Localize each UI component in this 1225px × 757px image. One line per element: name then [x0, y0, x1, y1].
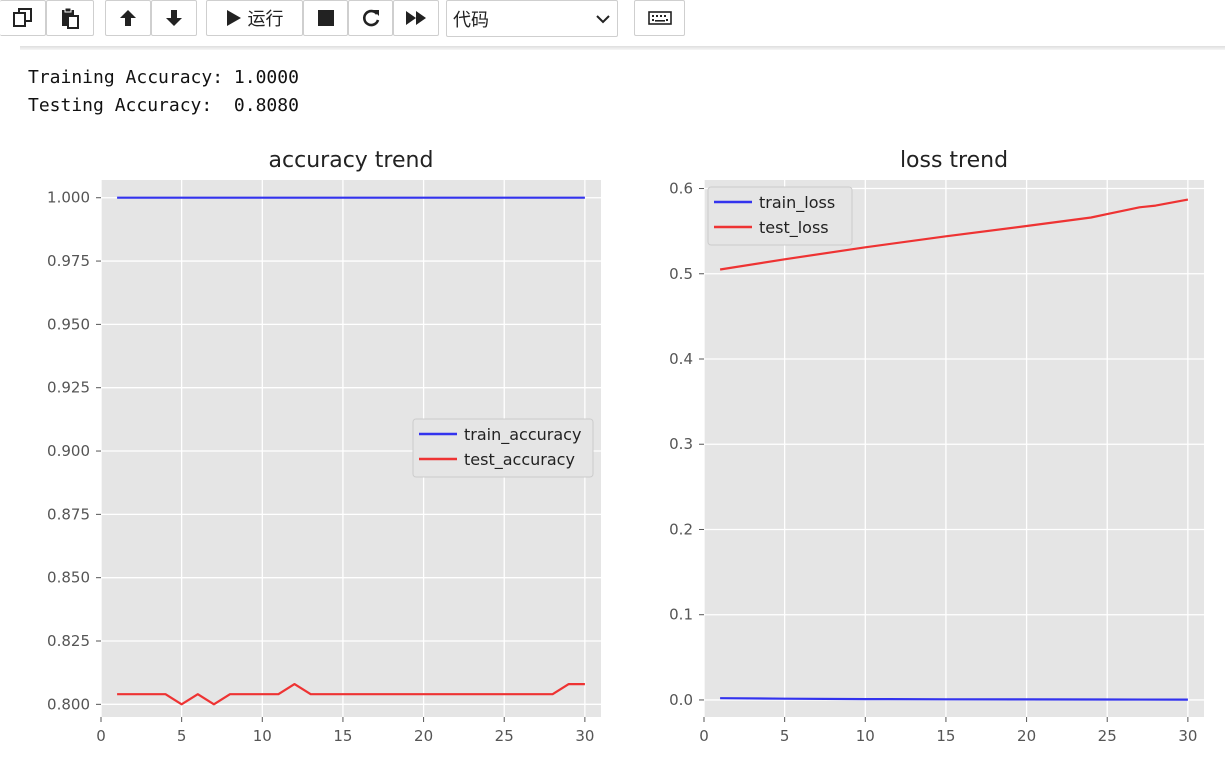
keyboard-icon — [647, 11, 672, 25]
toolbar-divider — [20, 46, 1225, 50]
y-tick-label: 0.5 — [669, 265, 693, 283]
y-tick-label: 0.2 — [669, 520, 693, 538]
restart-button[interactable] — [348, 0, 393, 36]
legend-label: test_accuracy — [464, 450, 575, 470]
restart-run-all-button[interactable] — [393, 0, 439, 36]
paste-icon — [62, 7, 79, 29]
arrow-down-icon — [166, 10, 182, 26]
x-tick-label: 15 — [936, 727, 955, 745]
notebook-toolbar: 运行 代码 — [0, 0, 1225, 48]
x-tick-label: 25 — [1098, 727, 1117, 745]
cell-type-value: 代码 — [453, 9, 489, 31]
plot-area — [704, 180, 1204, 717]
chevron-down-icon — [596, 15, 610, 24]
y-tick-label: 0.1 — [669, 606, 693, 624]
x-tick-label: 0 — [96, 727, 106, 745]
play-icon — [226, 10, 241, 26]
move-down-button[interactable] — [151, 0, 197, 36]
y-tick-label: 0.6 — [669, 180, 693, 198]
interrupt-button[interactable] — [303, 0, 348, 36]
copy-cells-button[interactable] — [0, 0, 46, 36]
chart-title: loss trend — [900, 148, 1008, 173]
copy-icon — [12, 8, 32, 27]
y-tick-label: 0.3 — [669, 435, 693, 453]
testing-accuracy-line: Testing Accuracy: 0.8080 — [28, 95, 299, 116]
legend-label: train_accuracy — [464, 425, 581, 445]
legend-label: test_loss — [759, 218, 829, 238]
x-tick-label: 0 — [699, 727, 709, 745]
x-tick-label: 20 — [414, 727, 433, 745]
y-tick-label: 0.0 — [669, 691, 693, 709]
move-up-button[interactable] — [105, 0, 151, 36]
chart-title: accuracy trend — [269, 148, 434, 173]
run-button[interactable]: 运行 — [206, 0, 303, 36]
x-tick-label: 10 — [856, 727, 875, 745]
y-tick-label: 0.800 — [47, 695, 90, 713]
y-tick-label: 0.975 — [47, 252, 90, 270]
training-accuracy-line: Training Accuracy: 1.0000 — [28, 67, 299, 88]
x-tick-label: 20 — [1017, 727, 1036, 745]
x-tick-label: 25 — [495, 727, 514, 745]
x-tick-label: 30 — [1178, 727, 1197, 745]
command-palette-button[interactable] — [634, 0, 685, 36]
series-line-train-loss — [720, 697, 1188, 701]
x-tick-label: 10 — [253, 727, 272, 745]
accuracy-trend-chart: 0 5 10 15 20 25 30 0.800 0.825 0.850 0.875 0.900 0.9… — [47, 148, 601, 745]
series-line-test-accuracy — [117, 682, 585, 706]
series-line-test-loss — [719, 198, 1189, 271]
refresh-icon — [362, 9, 379, 27]
y-tick-label: 0.925 — [47, 379, 90, 397]
fast-forward-icon — [406, 11, 426, 25]
legend — [412, 418, 594, 478]
arrow-up-icon — [120, 10, 136, 26]
stop-icon — [317, 10, 334, 26]
cell-type-select[interactable]: 代码 — [446, 0, 618, 37]
y-tick-label: 0.825 — [47, 632, 90, 650]
legend-label: train_loss — [759, 193, 835, 213]
loss-trend-chart: 0 5 10 15 20 25 30 0.0 0.1 0.2 0.3 0.4 0.5 0.6 loss tr… — [669, 148, 1204, 745]
x-tick-label: 5 — [177, 727, 187, 745]
run-label: 运行 — [247, 9, 284, 30]
y-tick-label: 0.4 — [669, 350, 693, 368]
y-tick-label: 0.950 — [47, 315, 90, 333]
x-tick-label: 30 — [575, 727, 594, 745]
y-tick-label: 1.000 — [47, 189, 90, 207]
y-tick-label: 0.900 — [47, 442, 90, 460]
cell-output: Training Accuracy: 1.0000 Testing Accurac… — [28, 64, 299, 120]
y-tick-label: 0.850 — [47, 569, 90, 587]
x-tick-label: 15 — [333, 727, 352, 745]
paste-cells-button[interactable] — [46, 0, 94, 36]
y-tick-label: 0.875 — [47, 505, 90, 523]
x-tick-label: 5 — [780, 727, 790, 745]
